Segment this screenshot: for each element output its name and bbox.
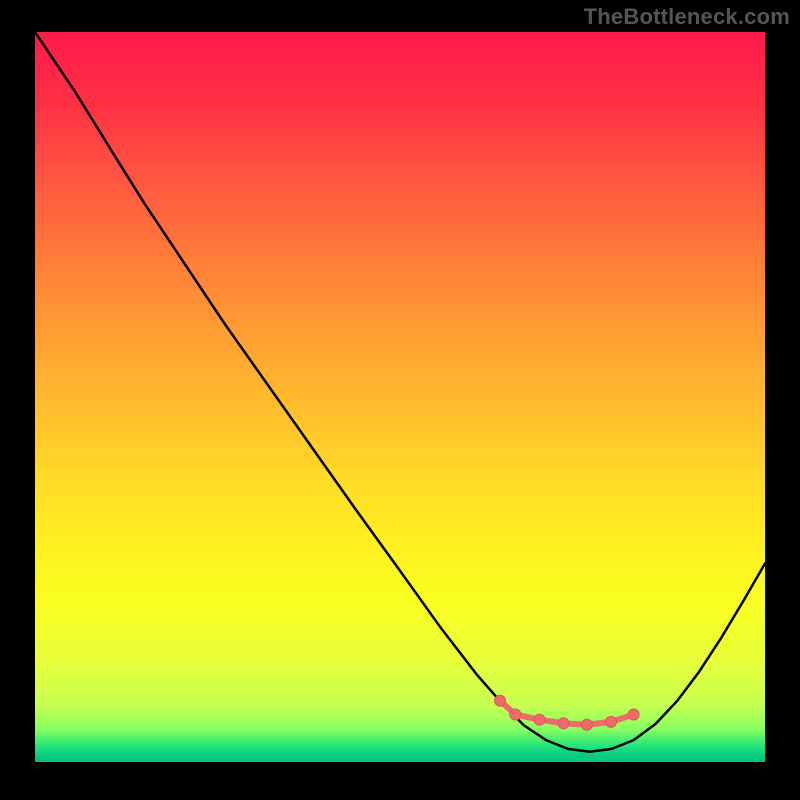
plot-area <box>35 32 765 762</box>
chart-container: TheBottleneck.com <box>0 0 800 800</box>
marker-dot <box>605 716 616 727</box>
curve-layer <box>35 32 765 762</box>
marker-dot <box>558 718 569 729</box>
marker-dot <box>495 695 506 706</box>
bottleneck-curve <box>35 32 765 752</box>
markers-group <box>495 695 640 730</box>
marker-dot <box>510 709 521 720</box>
watermark-text: TheBottleneck.com <box>584 4 790 30</box>
marker-dot <box>534 714 545 725</box>
marker-dot <box>581 719 592 730</box>
marker-dot <box>628 709 639 720</box>
